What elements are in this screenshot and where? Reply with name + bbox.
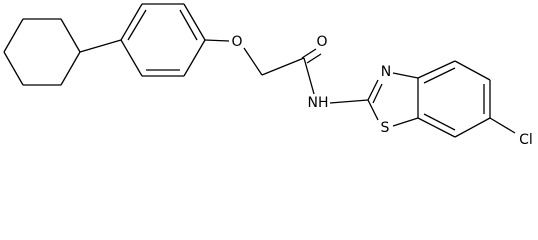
atom-label: N bbox=[381, 64, 391, 80]
molecule-diagram: O O NH N S Cl bbox=[3, 3, 533, 148]
bonds bbox=[3, 3, 516, 138]
atom-label: NH bbox=[308, 95, 329, 111]
atom-label: Cl bbox=[519, 132, 533, 148]
atom-label: S bbox=[381, 120, 390, 136]
atom-label: O bbox=[231, 34, 242, 50]
atom-label: O bbox=[316, 34, 327, 50]
